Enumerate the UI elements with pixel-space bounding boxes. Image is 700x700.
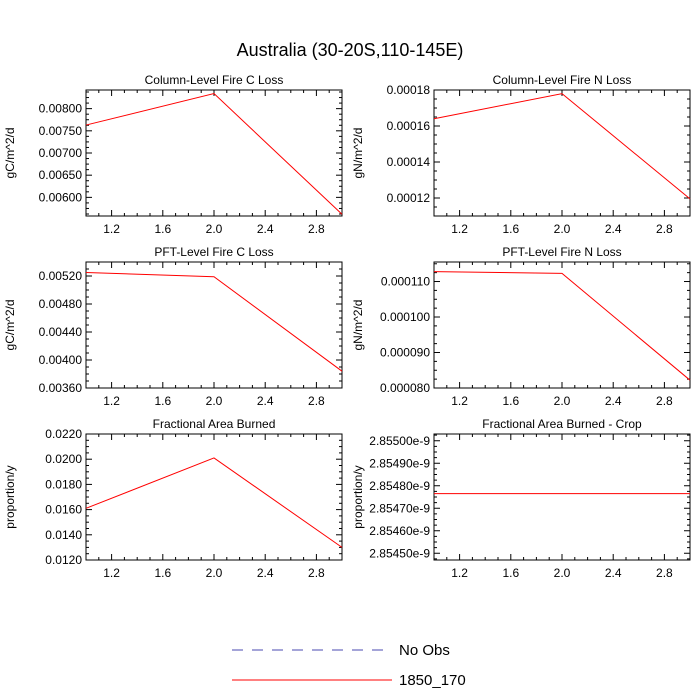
chart-panel: Column-Level Fire C Loss gC/m^2/d 1.2 1.6 2.… [3,73,343,236]
x-tick-label: 2.4 [605,394,622,408]
plot-frame [433,261,691,389]
series-line [85,92,343,215]
x-tick-label: 1.6 [502,222,519,236]
x-tick-label: 1.2 [451,222,468,236]
x-tick-label: 2.4 [257,394,274,408]
y-tick-label: 2.85480e-9 [369,479,430,493]
y-tick-label: 2.85490e-9 [369,456,430,470]
y-tick-label: 0.00520 [39,269,83,283]
y-axis-label: gC/m^2/d [3,128,17,179]
y-tick-label: 2.85460e-9 [369,524,430,538]
panel-title: Column-Level Fire N Loss [493,73,632,87]
y-tick-label: 0.00600 [39,190,83,204]
y-tick-label: 0.000080 [380,381,430,395]
y-tick-label: 0.0220 [45,427,82,441]
x-tick-label: 1.2 [103,394,120,408]
y-tick-label: 0.00480 [39,297,83,311]
x-tick-label: 2.0 [554,566,571,580]
y-tick-label: 0.00800 [39,102,83,116]
y-tick-label: 0.0120 [45,553,82,567]
chart-panel: PFT-Level Fire N Loss gN/m^2/d 1.2 1.6 2.0 2.… [351,245,691,408]
x-tick-label: 2.4 [605,566,622,580]
x-tick-label: 2.0 [206,394,223,408]
panel-title: Fractional Area Burned - Crop [482,417,642,431]
x-tick-label: 2.0 [206,222,223,236]
plot-frame [85,433,343,561]
x-tick-label: 1.6 [154,566,171,580]
legend-label-1850-170: 1850_170 [399,672,466,689]
chart-panel: PFT-Level Fire C Loss gC/m^2/d 1.2 1.6 2.0 2.… [3,245,343,408]
x-tick-label: 1.6 [502,566,519,580]
y-tick-label: 0.00750 [39,124,83,138]
x-tick-label: 1.2 [103,222,120,236]
y-tick-label: 0.0200 [45,452,82,466]
y-tick-label: 0.00018 [387,83,431,97]
y-tick-label: 0.00440 [39,325,83,339]
y-tick-label: 2.85470e-9 [369,501,430,515]
y-axis-label: proportion/y [351,465,365,528]
panels: Column-Level Fire C Loss gC/m^2/d 1.2 1.6 2.… [3,73,691,580]
y-axis-label: gN/m^2/d [351,128,365,179]
x-tick-label: 2.8 [308,394,325,408]
chart-panel: Column-Level Fire N Loss gN/m^2/d 1.2 1.6 2.… [351,73,691,236]
y-tick-label: 0.00014 [387,155,431,169]
y-tick-label: 0.000100 [380,310,430,324]
x-tick-label: 2.4 [605,222,622,236]
y-axis-label: proportion/y [3,465,17,528]
panel-title: PFT-Level Fire N Loss [502,245,621,259]
y-tick-label: 0.0140 [45,528,82,542]
x-tick-label: 1.6 [154,394,171,408]
x-tick-label: 2.8 [656,566,673,580]
series-line [433,93,691,200]
y-tick-label: 0.00360 [39,381,83,395]
x-tick-label: 2.8 [308,566,325,580]
x-tick-label: 1.2 [103,566,120,580]
chart-panel: Fractional Area Burned - Crop proportion/… [351,417,691,580]
x-tick-label: 2.0 [554,394,571,408]
chart-panel: Fractional Area Burned proportion/y 1.2 1.6… [3,417,343,580]
y-tick-label: 0.00650 [39,168,83,182]
x-tick-label: 2.8 [308,222,325,236]
y-tick-label: 0.00700 [39,146,83,160]
plot-frame [433,433,691,561]
y-tick-label: 0.0160 [45,503,82,517]
series-line [85,272,343,372]
y-tick-label: 2.85500e-9 [369,434,430,448]
x-tick-label: 2.0 [554,222,571,236]
legend-label-no-obs: No Obs [399,642,450,659]
panel-title: Column-Level Fire C Loss [145,73,284,87]
x-tick-label: 2.4 [257,222,274,236]
y-tick-label: 2.85450e-9 [369,546,430,560]
y-tick-label: 0.000110 [381,275,430,289]
plot-frame [433,89,691,217]
x-tick-label: 1.6 [502,394,519,408]
y-tick-label: 0.00016 [387,119,431,133]
panel-title: PFT-Level Fire C Loss [154,245,273,259]
x-tick-label: 1.6 [154,222,171,236]
y-tick-label: 0.0180 [45,477,82,491]
series-line [85,457,343,548]
y-axis-label: gN/m^2/d [351,300,365,351]
legend: No Obs 1850_170 [232,642,466,689]
y-axis-label: gC/m^2/d [3,300,17,351]
plot-frame [85,261,343,389]
x-tick-label: 2.4 [257,566,274,580]
y-tick-label: 0.000090 [380,346,430,360]
y-tick-label: 0.00400 [39,353,83,367]
figure-title: Australia (30-20S,110-145E) [237,40,464,60]
x-tick-label: 2.0 [206,566,223,580]
series-line [433,271,691,381]
y-tick-label: 0.00012 [387,191,431,205]
panel-title: Fractional Area Burned [153,417,276,431]
x-tick-label: 2.8 [656,394,673,408]
x-tick-label: 2.8 [656,222,673,236]
x-tick-label: 1.2 [451,566,468,580]
plot-frame [85,89,343,217]
x-tick-label: 1.2 [451,394,468,408]
